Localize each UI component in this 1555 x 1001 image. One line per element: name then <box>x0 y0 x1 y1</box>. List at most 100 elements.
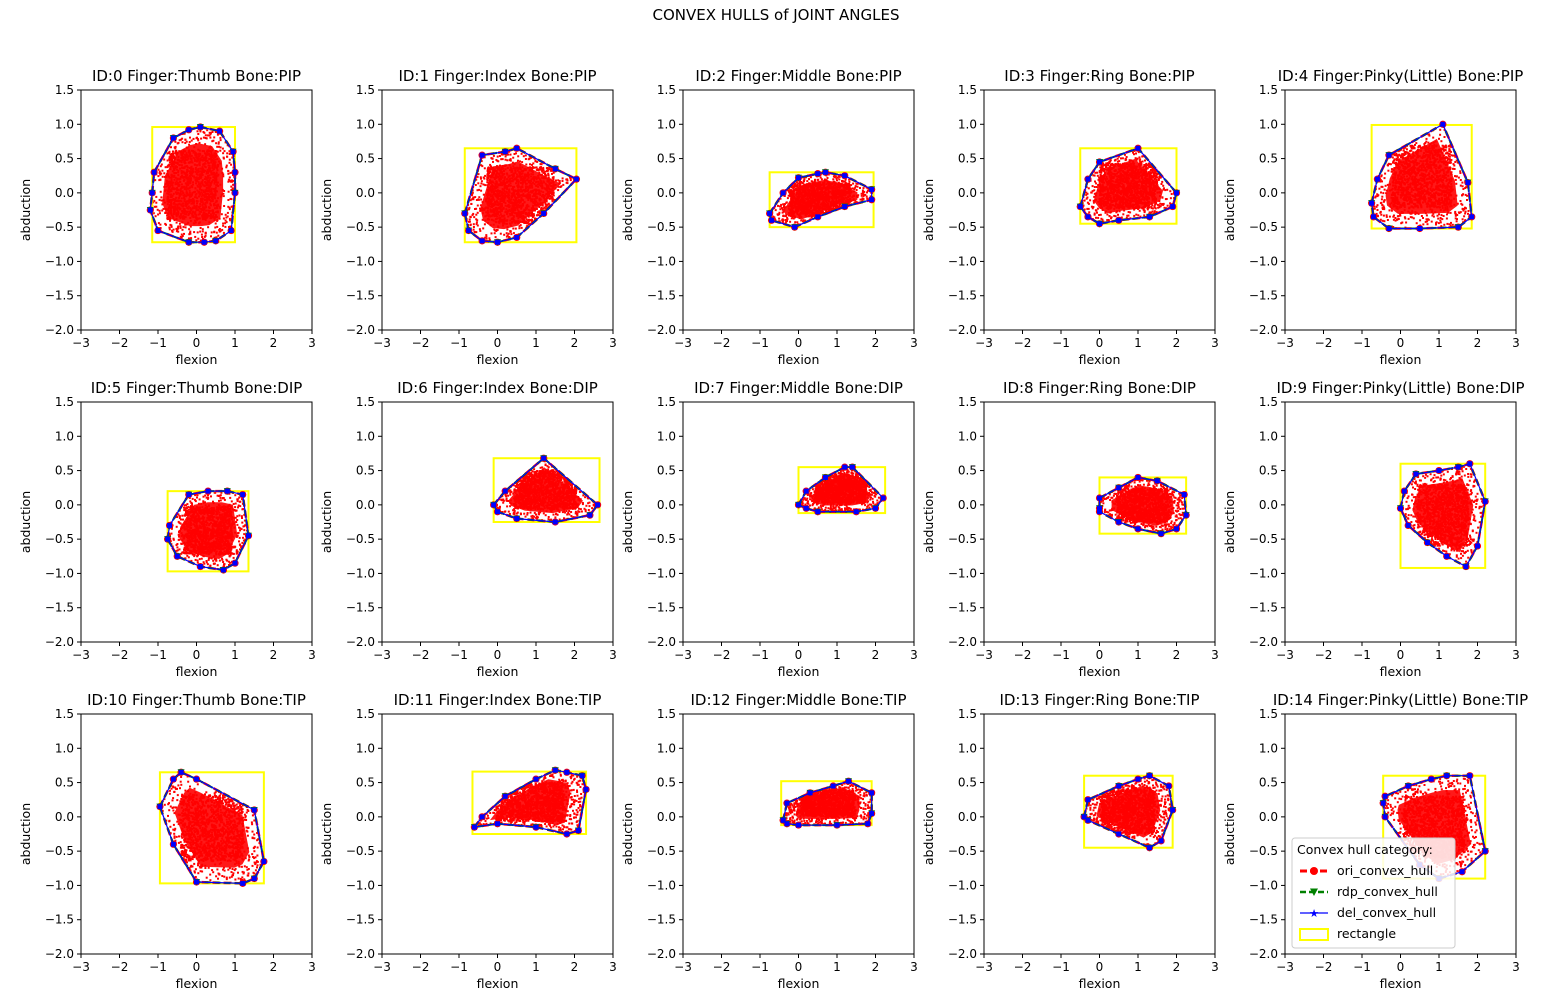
scatter-point <box>799 182 802 185</box>
scatter-point <box>208 134 211 137</box>
y-tick-label: −2.0 <box>346 323 375 337</box>
scatter-point <box>519 160 521 163</box>
scatter-point <box>172 228 175 231</box>
scatter-point <box>796 221 799 224</box>
scatter-point <box>230 185 233 188</box>
scatter-point <box>483 167 486 170</box>
scatter-point <box>552 178 555 181</box>
scatter-point <box>513 153 516 155</box>
scatter-point <box>168 152 171 154</box>
scatter-point <box>850 184 853 187</box>
scatter-point <box>543 201 546 204</box>
scatter-point <box>157 175 160 178</box>
scatter-point <box>473 231 476 234</box>
scatter-point <box>475 199 478 201</box>
scatter-point <box>154 179 157 182</box>
scatter-point <box>182 225 185 228</box>
y-tick-label: 1.5 <box>55 83 74 97</box>
x-tick-label: 2 <box>270 336 278 350</box>
del-hull-vertex <box>767 210 773 216</box>
scatter-point <box>161 203 164 206</box>
scatter-point <box>215 236 218 239</box>
scatter-point <box>230 198 233 201</box>
scatter-point <box>530 214 533 217</box>
scatter-point <box>202 136 205 139</box>
scatter-point <box>841 179 844 182</box>
scatter-point <box>221 147 224 150</box>
scatter-point <box>803 176 806 179</box>
scatter-point <box>863 193 865 196</box>
scatter-point <box>487 175 490 178</box>
scatter-point <box>810 180 813 183</box>
scatter-point <box>169 153 172 156</box>
scatter-point <box>486 176 489 179</box>
scatter-point <box>514 227 517 230</box>
scatter-point <box>216 150 219 153</box>
x-axis-label: flexion <box>778 352 820 367</box>
scatter-point <box>865 195 868 198</box>
scatter-point <box>227 172 230 175</box>
scatter-point <box>852 182 855 185</box>
scatter-point <box>488 237 491 240</box>
scatter-point <box>214 222 217 225</box>
scatter-point <box>160 196 163 199</box>
scatter-point <box>1092 201 1095 204</box>
scatter-point <box>222 195 225 198</box>
scatter-point <box>557 179 560 182</box>
scatter-point <box>786 197 789 200</box>
y-tick-label: −1.0 <box>346 254 375 268</box>
scatter-point <box>228 217 231 220</box>
y-tick-label: 0.0 <box>657 186 676 200</box>
scatter-point <box>172 150 174 153</box>
del-hull-vertex <box>213 238 219 244</box>
scatter-point <box>199 239 202 242</box>
scatter-point <box>806 180 809 183</box>
del-hull-vertex <box>514 234 520 240</box>
scatter-point <box>785 219 788 222</box>
scatter-point <box>784 215 787 218</box>
subplot-title: ID:2 Finger:Middle Bone:PIP <box>695 67 901 85</box>
scatter-point <box>479 229 482 232</box>
scatter-point <box>163 172 166 175</box>
scatter-point <box>774 205 777 208</box>
scatter-point <box>155 195 158 198</box>
scatter-point <box>783 203 786 206</box>
del-hull-vertex <box>217 128 223 134</box>
scatter-point <box>202 131 205 133</box>
del-hull-vertex <box>502 149 508 155</box>
scatter-point <box>199 130 202 133</box>
del-hull-vertex <box>201 239 207 245</box>
scatter-point <box>825 210 828 212</box>
scatter-point <box>512 156 515 159</box>
scatter-point <box>168 158 171 161</box>
scatter-point <box>548 168 551 171</box>
scatter-point <box>544 170 547 173</box>
scatter-point <box>190 237 193 240</box>
scatter-point <box>836 206 839 209</box>
scatter-point <box>218 145 220 148</box>
scatter-point <box>835 207 837 210</box>
scatter-point <box>524 158 527 160</box>
scatter-point <box>540 207 543 210</box>
scatter-point <box>1156 173 1159 175</box>
scatter-point <box>159 227 162 229</box>
scatter-point <box>170 146 172 149</box>
del-hull-vertex <box>232 190 238 196</box>
x-tick-label: −1 <box>450 336 468 350</box>
scatter-point <box>848 185 851 188</box>
scatter-point <box>549 194 552 197</box>
scatter-point <box>181 141 184 144</box>
scatter-point <box>545 200 548 203</box>
scatter-point <box>168 150 171 153</box>
scatter-point <box>509 153 512 156</box>
scatter-point <box>174 140 177 143</box>
scatter-point <box>1101 218 1104 221</box>
scatter-point <box>802 220 804 223</box>
scatter-point <box>201 230 204 233</box>
y-tick-label: 1.0 <box>657 117 676 131</box>
y-axis-label: abduction <box>18 179 33 241</box>
scatter-point <box>787 194 790 197</box>
scatter-point <box>507 153 510 156</box>
scatter-point <box>469 199 472 202</box>
scatter-point <box>1085 193 1088 196</box>
